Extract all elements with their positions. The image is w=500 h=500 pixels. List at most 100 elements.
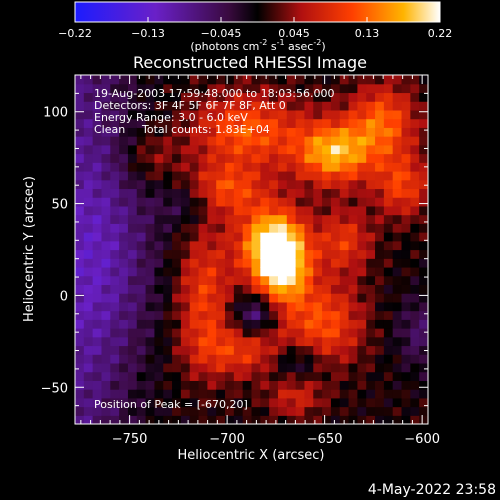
heatmap-cell xyxy=(357,337,366,346)
heatmap-cell xyxy=(154,328,163,337)
heatmap-cell xyxy=(349,206,358,215)
heatmap-cell xyxy=(375,311,384,320)
heatmap-cell xyxy=(357,223,366,232)
heatmap-cell xyxy=(419,302,428,311)
heatmap-cell xyxy=(128,136,137,145)
heatmap-cell xyxy=(349,145,358,154)
heatmap-cell xyxy=(278,319,287,328)
heatmap-cell xyxy=(260,276,269,285)
heatmap-cell xyxy=(384,276,393,285)
heatmap-cell xyxy=(269,180,278,189)
heatmap-cell xyxy=(181,284,190,293)
heatmap-cell xyxy=(93,206,102,215)
heatmap-cell xyxy=(252,319,261,328)
heatmap-cell xyxy=(101,232,110,241)
heatmap-cell xyxy=(384,398,393,407)
heatmap-cell xyxy=(252,389,261,398)
heatmap-cell xyxy=(269,154,278,163)
heatmap-cell xyxy=(384,302,393,311)
heatmap-cell xyxy=(84,311,93,320)
heatmap-cell xyxy=(207,311,216,320)
heatmap-cell xyxy=(119,188,128,197)
heatmap-cell xyxy=(207,415,216,424)
heatmap-cell xyxy=(154,232,163,241)
heatmap-cell xyxy=(234,75,243,84)
heatmap-cell xyxy=(172,232,181,241)
heatmap-cell xyxy=(287,345,296,354)
heatmap-cell xyxy=(322,319,331,328)
heatmap-cell xyxy=(146,162,155,171)
heatmap-cell xyxy=(331,267,340,276)
heatmap-cell xyxy=(93,267,102,276)
heatmap-cell xyxy=(225,380,234,389)
heatmap-cell xyxy=(287,119,296,128)
heatmap-cell xyxy=(137,337,146,346)
heatmap-cell xyxy=(181,75,190,84)
heatmap-cell xyxy=(322,215,331,224)
heatmap-cell xyxy=(331,311,340,320)
heatmap-cell xyxy=(181,311,190,320)
heatmap-cell xyxy=(410,136,419,145)
heatmap-cell xyxy=(402,92,411,101)
heatmap-cell xyxy=(375,276,384,285)
heatmap-cell xyxy=(322,258,331,267)
heatmap-cell xyxy=(119,154,128,163)
heatmap-cell xyxy=(216,363,225,372)
heatmap-cell xyxy=(128,284,137,293)
heatmap-cell xyxy=(119,311,128,320)
heatmap-cell xyxy=(119,171,128,180)
heatmap-cell xyxy=(260,319,269,328)
heatmap-cell xyxy=(154,162,163,171)
heatmap-cell xyxy=(181,354,190,363)
heatmap-cell xyxy=(252,354,261,363)
heatmap-cell xyxy=(234,171,243,180)
heatmap-cell xyxy=(146,171,155,180)
heatmap-cell xyxy=(322,119,331,128)
heatmap-cell xyxy=(304,337,313,346)
heatmap-cell xyxy=(243,363,252,372)
heatmap-cell xyxy=(410,197,419,206)
colorbar xyxy=(75,2,440,22)
heatmap-cell xyxy=(402,345,411,354)
heatmap-cell xyxy=(225,232,234,241)
heatmap-cell xyxy=(199,75,208,84)
heatmap-cell xyxy=(349,136,358,145)
heatmap-cell xyxy=(207,241,216,250)
heatmap-cell xyxy=(375,407,384,416)
heatmap-cell xyxy=(110,319,119,328)
heatmap-cell xyxy=(357,276,366,285)
heatmap-cell xyxy=(313,223,322,232)
heatmap-cell xyxy=(110,337,119,346)
heatmap-cell xyxy=(75,311,84,320)
heatmap-cell xyxy=(304,328,313,337)
heatmap-cell xyxy=(93,188,102,197)
heatmap-cell xyxy=(340,284,349,293)
heatmap-cell xyxy=(216,180,225,189)
heatmap-cell xyxy=(402,84,411,93)
heatmap-cell xyxy=(234,380,243,389)
heatmap-cell xyxy=(402,389,411,398)
heatmap-cell xyxy=(84,389,93,398)
heatmap-cell xyxy=(163,363,172,372)
heatmap-cell xyxy=(357,380,366,389)
heatmap-cell xyxy=(190,337,199,346)
heatmap-cell xyxy=(384,311,393,320)
heatmap-cell xyxy=(322,197,331,206)
heatmap-cell xyxy=(119,267,128,276)
heatmap-cell xyxy=(154,258,163,267)
heatmap-cell xyxy=(172,250,181,259)
heatmap-cell xyxy=(163,354,172,363)
heatmap-cell xyxy=(154,311,163,320)
heatmap-cell xyxy=(225,311,234,320)
heatmap-cell xyxy=(366,250,375,259)
heatmap-cell xyxy=(296,119,305,128)
heatmap-cell xyxy=(375,136,384,145)
heatmap-cell xyxy=(75,319,84,328)
heatmap-cell xyxy=(366,119,375,128)
heatmap-cell xyxy=(304,145,313,154)
heatmap-cell xyxy=(304,302,313,311)
heatmap-cell xyxy=(128,206,137,215)
heatmap-cell xyxy=(296,171,305,180)
heatmap-cell xyxy=(410,267,419,276)
heatmap-cell xyxy=(304,241,313,250)
